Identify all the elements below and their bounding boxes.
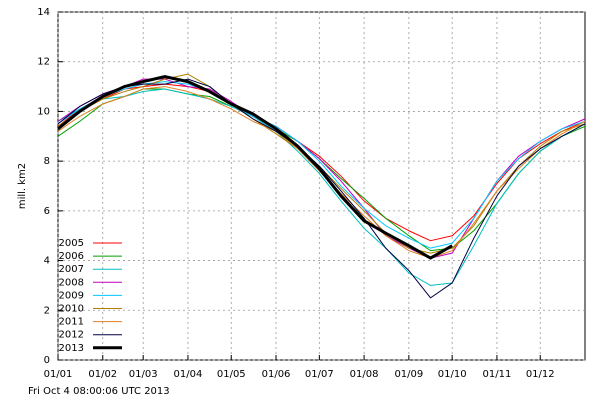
- y-tick-label: 8: [44, 156, 50, 167]
- legend-label: 2011: [59, 317, 84, 328]
- x-tick-label: 01/04: [174, 369, 203, 380]
- series-line: [57, 75, 453, 260]
- x-tick-label: 01/10: [438, 369, 467, 380]
- legend-label: 2007: [59, 264, 84, 275]
- y-tick-label: 10: [37, 106, 50, 117]
- legend-label: 2010: [59, 304, 84, 315]
- legend-label: 2009: [59, 290, 84, 301]
- legend-label: 2005: [59, 238, 84, 249]
- x-tick-label: 01/03: [129, 369, 158, 380]
- legend-label: 2013: [59, 343, 84, 354]
- legend-label: 2012: [59, 330, 84, 341]
- x-tick-label: 01/12: [526, 369, 555, 380]
- x-tick-label: 01/02: [88, 369, 117, 380]
- x-tick-label: 01/11: [483, 369, 512, 380]
- y-tick-label: 0: [44, 355, 50, 366]
- series-line: [57, 88, 586, 286]
- x-tick-label: 01/06: [262, 369, 291, 380]
- x-tick-label: 01/07: [305, 369, 334, 380]
- series-line: [57, 86, 586, 259]
- y-axis-label: mill. km2: [17, 163, 28, 209]
- series-line: [57, 81, 586, 249]
- x-tick-label: 01/05: [217, 369, 246, 380]
- series-line: [57, 78, 586, 299]
- y-tick-label: 6: [44, 206, 50, 217]
- y-tick-label: 14: [37, 7, 50, 18]
- y-tick-label: 12: [37, 57, 50, 68]
- y-tick-label: 2: [44, 305, 50, 316]
- y-tick-label: 4: [44, 256, 50, 267]
- footer: Fri Oct 4 08:00:06 UTC 2013: [28, 386, 170, 397]
- x-tick-label: 01/08: [350, 369, 379, 380]
- x-tick-label: 01/01: [44, 369, 73, 380]
- plot-frame: [57, 11, 586, 361]
- legend-label: 2008: [59, 277, 84, 288]
- series-line: [57, 83, 586, 242]
- x-tick-label: 01/09: [394, 369, 423, 380]
- legend-label: 2006: [59, 251, 84, 262]
